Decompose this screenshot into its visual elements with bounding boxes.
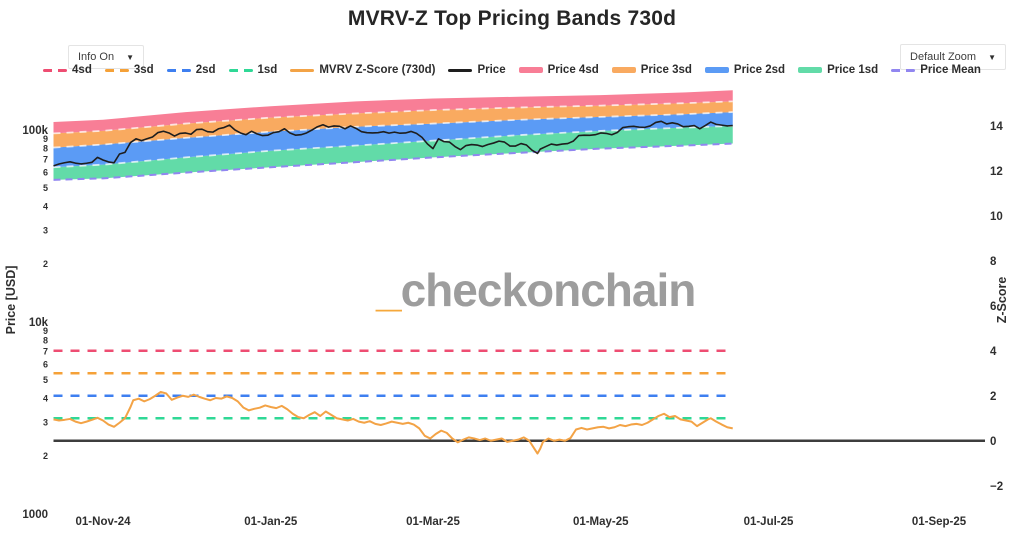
x-axis-tick-label: 01-May-25 — [573, 516, 629, 528]
y-left-minor-tick-label: 3 — [43, 225, 48, 235]
watermark-text: checkonchain — [400, 264, 697, 316]
legend-swatch-dash — [166, 68, 191, 72]
y-left-minor-tick-label: 8 — [43, 336, 48, 346]
y-left-axis-title: Price [USD] — [4, 266, 18, 335]
legend-label: Price 2sd — [733, 64, 786, 76]
y-left-tick-label: 100k — [22, 125, 48, 137]
y-right-tick-label: 4 — [990, 346, 997, 358]
chevron-down-icon: ▼ — [988, 52, 996, 62]
price-band-sd1 — [53, 125, 733, 180]
y-right-tick-label: 8 — [990, 256, 997, 268]
legend-label: Price Mean — [920, 64, 981, 76]
legend-item-price-mean[interactable]: Price Mean — [891, 64, 981, 76]
legend-label: 4sd — [72, 64, 92, 76]
y-left-minor-tick-label: 6 — [43, 360, 48, 370]
info-toggle-label: Info On — [78, 51, 115, 63]
x-axis-tick-label: 01-Sep-25 — [912, 516, 967, 528]
price-band-sd2 — [53, 112, 733, 168]
legend-label: Price — [477, 64, 506, 76]
band-boundary-sd2 — [53, 111, 733, 149]
legend-item-price-1sd[interactable]: Price 1sd — [798, 64, 878, 76]
chart-legend: 4sd 3sd 2sd 1sd MVRV Z-Score (730d) Price Pric… — [0, 64, 1024, 76]
y-left-minor-tick-label: 3 — [43, 417, 48, 427]
x-axis-tick-label: 01-Jan-25 — [244, 516, 298, 528]
legend-label: 1sd — [257, 64, 278, 76]
legend-swatch-dash — [43, 68, 68, 72]
legend-label: Price 1sd — [827, 64, 879, 76]
legend-item-price-3sd[interactable]: Price 3sd — [611, 64, 692, 76]
y-left-minor-tick-label: 7 — [43, 347, 48, 357]
y-left-minor-tick-label: 6 — [43, 168, 48, 178]
y-right-tick-label: 2 — [990, 391, 996, 403]
y-right-axis-title: Z-Score — [995, 277, 1009, 324]
zoom-preset-label: Default Zoom — [910, 51, 977, 63]
legend-item-2sd[interactable]: 2sd — [166, 64, 216, 76]
legend-swatch-dash — [891, 68, 916, 72]
legend-swatch-band — [798, 67, 823, 73]
y-left-minor-tick-label: 9 — [43, 134, 48, 144]
legend-item-price[interactable]: Price — [448, 64, 506, 76]
x-axis-tick-label: 01-Jul-25 — [744, 516, 794, 528]
legend-swatch-line — [448, 68, 473, 72]
legend-label: Price 3sd — [640, 64, 692, 76]
legend-item-3sd[interactable]: 3sd — [104, 64, 154, 76]
mvrv-zscore-line — [53, 390, 733, 455]
y-left-minor-tick-label: 2 — [43, 451, 48, 461]
y-left-minor-tick-label: 7 — [43, 155, 48, 165]
legend-label: 3sd — [133, 64, 154, 76]
y-left-tick-label: 1000 — [22, 509, 48, 521]
legend-item-1sd[interactable]: 1sd — [228, 64, 278, 76]
checkonchain-watermark: _checkonchain — [376, 263, 697, 317]
legend-item-mvrv-z-score-730d-[interactable]: MVRV Z-Score (730d) — [290, 64, 435, 76]
legend-label: Price 4sd — [547, 64, 599, 76]
y-right-tick-label: −2 — [990, 481, 1003, 493]
watermark-underscore: _ — [376, 264, 402, 316]
zoom-preset-dropdown[interactable]: Default Zoom ▼ — [900, 44, 1006, 70]
y-right-tick-label: 10 — [990, 211, 1003, 223]
y-left-minor-tick-label: 4 — [43, 393, 48, 403]
y-left-minor-tick-label: 8 — [43, 144, 48, 154]
legend-swatch-band — [611, 67, 636, 73]
legend-swatch-band — [704, 67, 729, 73]
y-right-tick-label: 14 — [990, 121, 1003, 133]
info-toggle-dropdown[interactable]: Info On ▼ — [68, 45, 144, 69]
price-line — [53, 120, 733, 167]
band-boundary-sd3 — [53, 100, 733, 135]
y-right-tick-label: 6 — [990, 301, 996, 313]
price-mean-line — [53, 142, 733, 181]
legend-item-price-2sd[interactable]: Price 2sd — [704, 64, 786, 76]
legend-swatch-band — [518, 67, 543, 73]
page-title: MVRV-Z Top Pricing Bands 730d — [347, 7, 677, 30]
y-left-minor-tick-label: 5 — [43, 183, 48, 193]
y-left-minor-tick-label: 2 — [43, 259, 48, 269]
legend-label: 2sd — [195, 64, 216, 76]
price-band-sd4 — [53, 90, 733, 134]
legend-swatch-line — [290, 68, 315, 72]
x-axis-tick-label: 01-Mar-25 — [406, 516, 460, 528]
legend-item-4sd[interactable]: 4sd — [43, 64, 92, 76]
y-right-tick-label: 12 — [990, 166, 1003, 178]
y-left-minor-tick-label: 9 — [43, 326, 48, 336]
y-left-minor-tick-label: 5 — [43, 375, 48, 385]
band-boundary-sd1 — [53, 125, 733, 169]
y-left-minor-tick-label: 4 — [43, 201, 48, 211]
x-axis-tick-label: 01-Nov-24 — [76, 516, 132, 528]
legend-item-price-4sd[interactable]: Price 4sd — [518, 64, 599, 76]
legend-label: MVRV Z-Score (730d) — [319, 64, 436, 76]
y-right-tick-label: 0 — [990, 436, 996, 448]
legend-swatch-dash — [228, 68, 253, 72]
chevron-down-icon: ▼ — [126, 52, 134, 62]
y-left-tick-label: 10k — [29, 317, 49, 329]
legend-swatch-dash — [104, 68, 129, 72]
